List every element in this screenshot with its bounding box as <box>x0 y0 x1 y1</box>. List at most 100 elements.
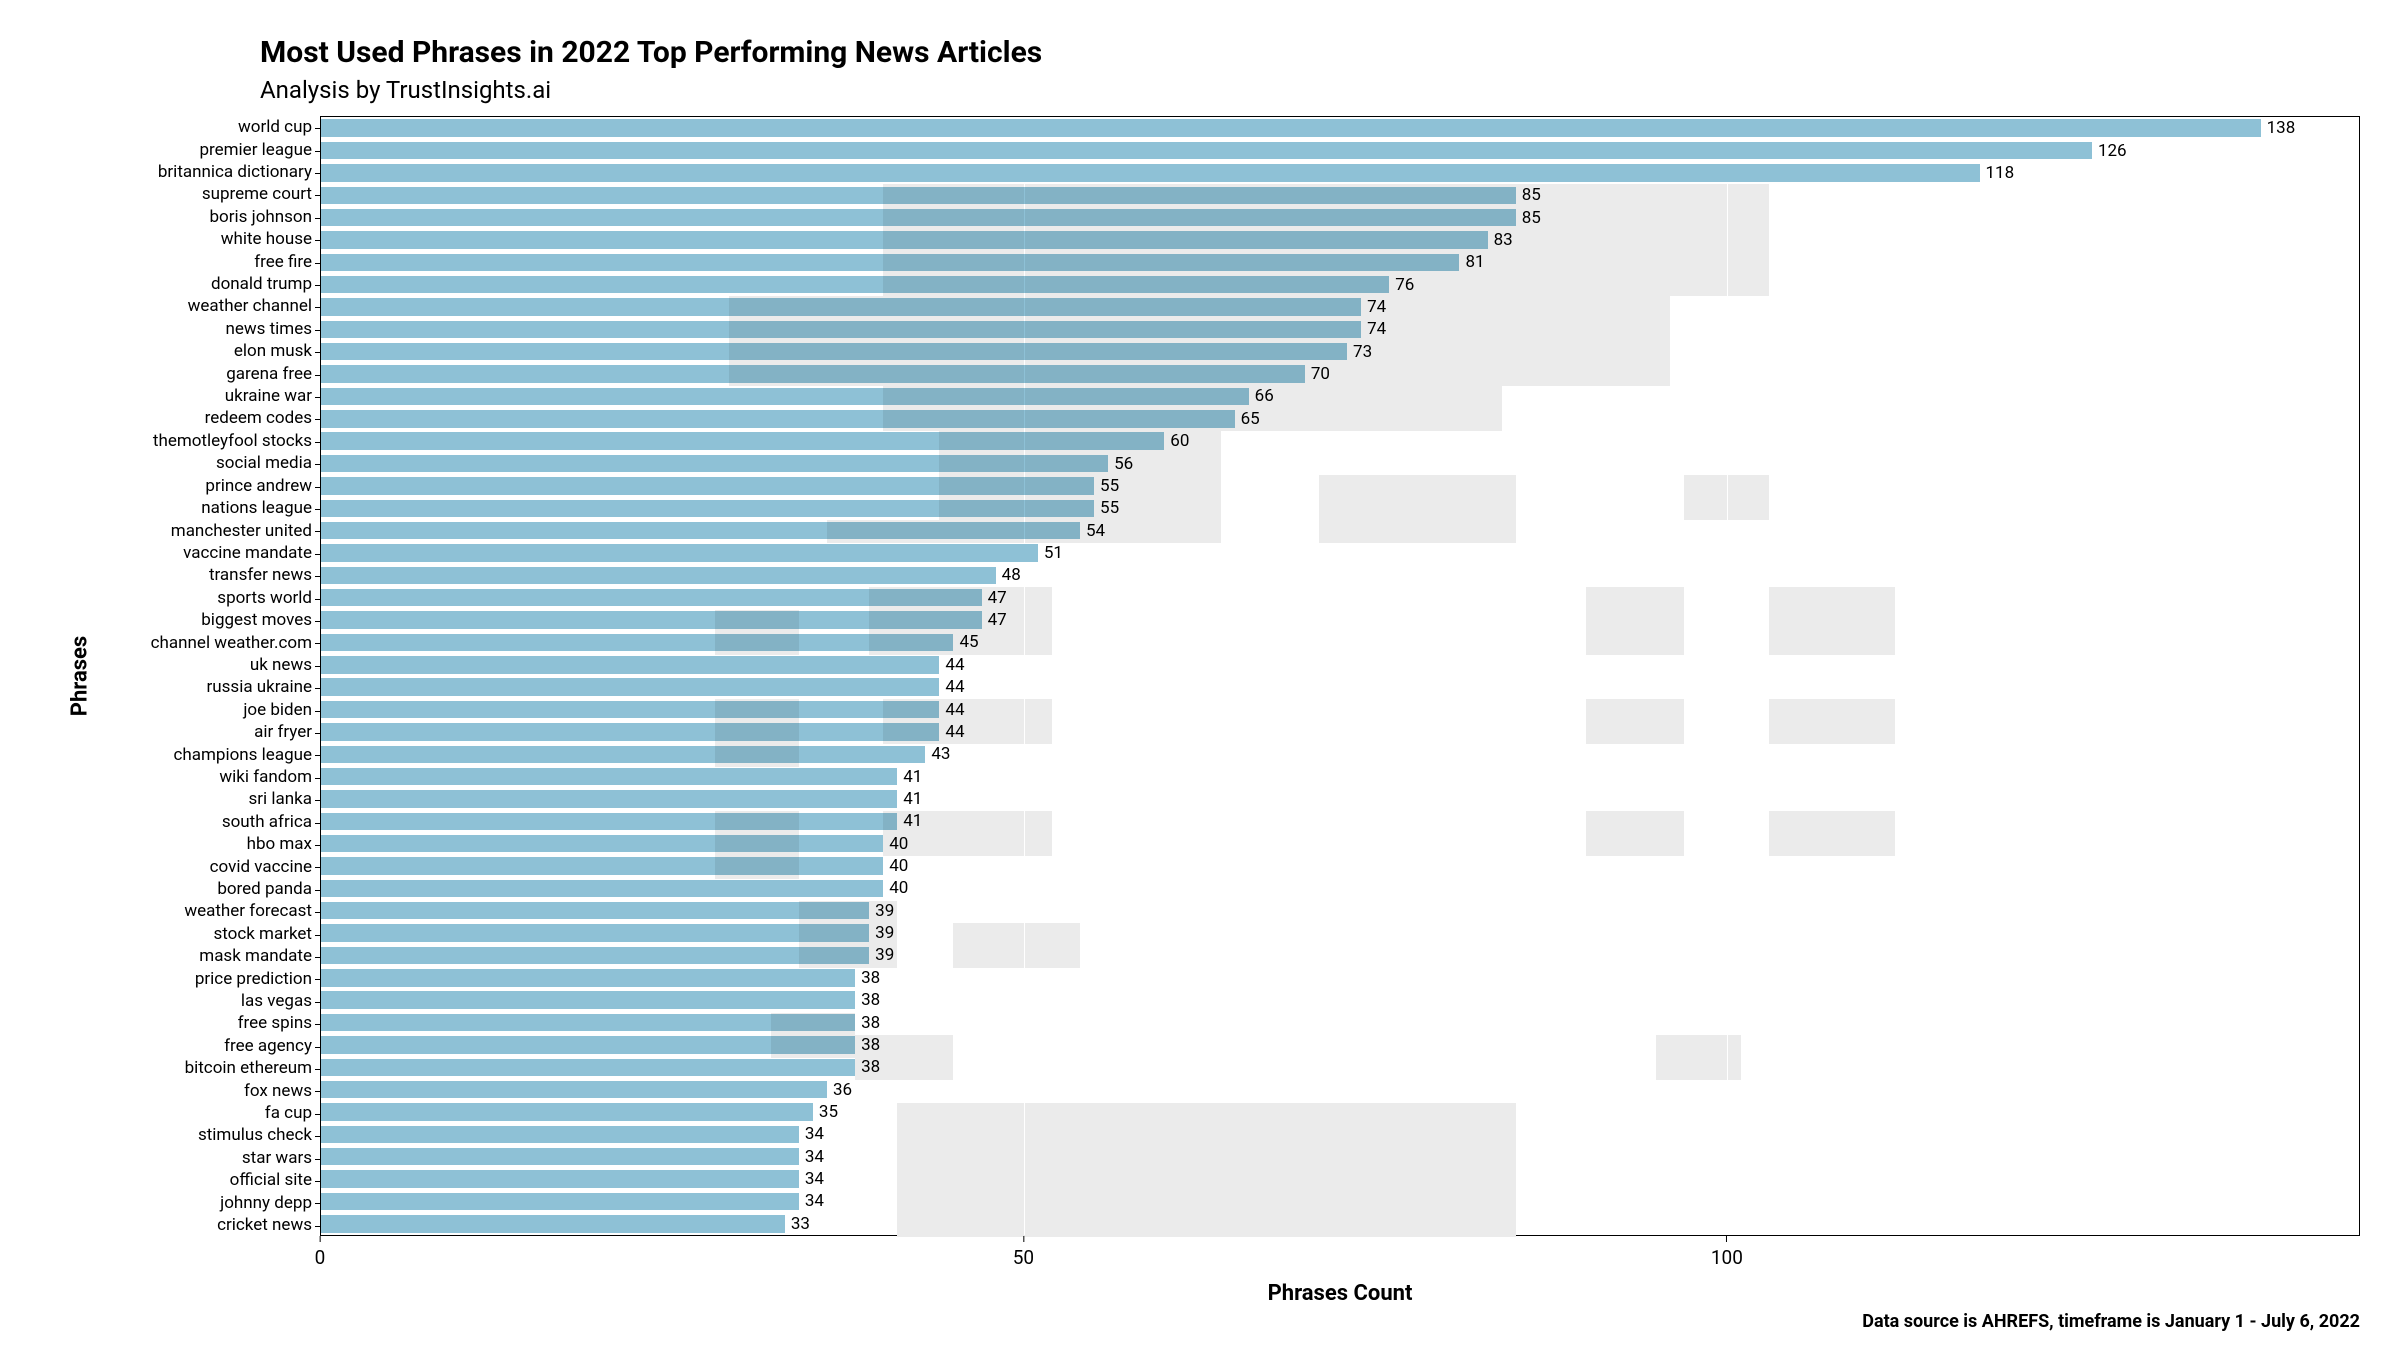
bar: 126 <box>321 142 2092 159</box>
bar-row: 56 <box>321 452 2359 474</box>
y-axis-tick-label: mask mandate <box>120 945 320 967</box>
bar: 85 <box>321 187 1516 204</box>
bar-value-label: 38 <box>855 1035 880 1055</box>
y-axis-tick <box>315 599 321 600</box>
y-axis-tick-label: social media <box>120 452 320 474</box>
x-axis-tick-label: 100 <box>1711 1246 1743 1269</box>
bar-row: 138 <box>321 117 2359 139</box>
bar-value-label: 45 <box>953 632 978 652</box>
y-axis-tick <box>315 464 321 465</box>
y-axis-tick-label: cricket news <box>120 1214 320 1236</box>
bar: 39 <box>321 902 869 919</box>
y-axis-tick-label: sports world <box>120 587 320 609</box>
x-axis-tick: 50 <box>1013 1236 1034 1269</box>
bar-row: 38 <box>321 1011 2359 1033</box>
y-axis-tick-label: channel weather.com <box>120 631 320 653</box>
y-axis-tick-label: biggest moves <box>120 609 320 631</box>
y-axis-tick <box>315 778 321 779</box>
bar-row: 34 <box>321 1146 2359 1168</box>
bar-row: 36 <box>321 1078 2359 1100</box>
y-axis-tick <box>315 285 321 286</box>
bar-value-label: 74 <box>1361 297 1386 317</box>
bar: 66 <box>321 388 1249 405</box>
bar-row: 41 <box>321 810 2359 832</box>
bar-value-label: 34 <box>799 1124 824 1144</box>
bar-value-label: 38 <box>855 1057 880 1077</box>
bar-row: 66 <box>321 385 2359 407</box>
y-axis-tick-label: free fire <box>120 250 320 272</box>
bar: 33 <box>321 1215 785 1232</box>
y-axis-tick-label: fa cup <box>120 1102 320 1124</box>
chart-title: Most Used Phrases in 2022 Top Performing… <box>260 35 2360 70</box>
y-axis-tick-label: fox news <box>120 1079 320 1101</box>
y-axis-tick-label: boris johnson <box>120 206 320 228</box>
bar-row: 34 <box>321 1123 2359 1145</box>
bar-value-label: 56 <box>1108 454 1133 474</box>
bar-value-label: 41 <box>897 789 922 809</box>
y-axis-tick <box>315 1159 321 1160</box>
bar-value-label: 85 <box>1516 185 1541 205</box>
y-axis-tick <box>315 733 321 734</box>
bar-value-label: 38 <box>855 1013 880 1033</box>
bar-row: 55 <box>321 475 2359 497</box>
bar: 38 <box>321 991 855 1008</box>
y-axis-tick <box>315 352 321 353</box>
bar: 39 <box>321 924 869 941</box>
y-axis-tick <box>315 419 321 420</box>
bar: 138 <box>321 119 2261 136</box>
y-axis-tick <box>315 1114 321 1115</box>
x-axis-tick-label: 50 <box>1013 1246 1034 1269</box>
plot-area: 1381261188585838176747473706665605655555… <box>320 116 2360 1236</box>
y-axis-tick-label: las vegas <box>120 990 320 1012</box>
bar-value-label: 41 <box>897 811 922 831</box>
bar-row: 47 <box>321 609 2359 631</box>
y-axis-tick-label: bitcoin ethereum <box>120 1057 320 1079</box>
y-axis-tick-label: champions league <box>120 743 320 765</box>
bar-row: 35 <box>321 1101 2359 1123</box>
y-axis-tick <box>315 666 321 667</box>
x-axis-tick-mark <box>1023 1236 1024 1242</box>
y-axis-tick-label: stock market <box>120 923 320 945</box>
bar-row: 81 <box>321 251 2359 273</box>
y-axis-tick-label: weather forecast <box>120 900 320 922</box>
y-axis-tick-label: official site <box>120 1169 320 1191</box>
y-axis-tick-label: white house <box>120 228 320 250</box>
y-axis-tick <box>315 845 321 846</box>
bar-value-label: 40 <box>883 856 908 876</box>
bar-row: 73 <box>321 341 2359 363</box>
bar-value-label: 76 <box>1389 275 1414 295</box>
bar: 41 <box>321 813 897 830</box>
bar: 34 <box>321 1193 799 1210</box>
bar: 47 <box>321 589 982 606</box>
y-axis-tick <box>315 173 321 174</box>
y-axis-tick-label: weather channel <box>120 295 320 317</box>
bar: 83 <box>321 231 1488 248</box>
bar: 85 <box>321 209 1516 226</box>
bar-value-label: 48 <box>996 565 1021 585</box>
bar: 35 <box>321 1103 813 1120</box>
bar: 39 <box>321 947 869 964</box>
y-axis-tick <box>315 151 321 152</box>
y-axis-tick <box>315 1203 321 1204</box>
bar: 44 <box>321 656 939 673</box>
bar-value-label: 39 <box>869 901 894 921</box>
y-axis-tick <box>315 912 321 913</box>
y-axis-tick-label: themotleyfool stocks <box>120 430 320 452</box>
bar: 56 <box>321 455 1108 472</box>
y-axis-tick <box>315 621 321 622</box>
bar-row: 126 <box>321 139 2359 161</box>
bar: 47 <box>321 611 982 628</box>
y-axis-tick <box>315 1181 321 1182</box>
y-axis-tick-label: sri lanka <box>120 788 320 810</box>
y-axis-tick <box>315 128 321 129</box>
bar-row: 44 <box>321 654 2359 676</box>
y-axis-tick-label: wiki fandom <box>120 766 320 788</box>
y-axis-tick <box>315 711 321 712</box>
bar-value-label: 73 <box>1347 342 1372 362</box>
bar-row: 38 <box>321 1056 2359 1078</box>
y-axis-tick <box>315 935 321 936</box>
bar-value-label: 36 <box>827 1080 852 1100</box>
y-axis-tick <box>315 800 321 801</box>
bar-row: 76 <box>321 274 2359 296</box>
y-axis-tick <box>315 1226 321 1227</box>
